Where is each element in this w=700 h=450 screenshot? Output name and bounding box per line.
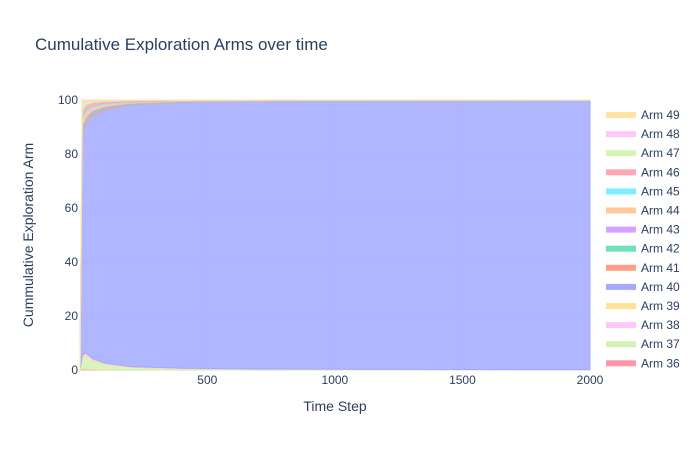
legend-item[interactable]: Arm 44 bbox=[606, 204, 680, 218]
legend-swatch bbox=[606, 169, 636, 176]
legend-label: Arm 49 bbox=[641, 108, 680, 122]
legend-label: Arm 43 bbox=[641, 223, 680, 237]
legend-item[interactable]: Arm 43 bbox=[606, 223, 680, 237]
legend-item[interactable]: Arm 49 bbox=[606, 108, 680, 122]
y-axis-title: Cummulative Exploration Arm bbox=[20, 143, 36, 327]
legend-item[interactable]: Arm 39 bbox=[606, 299, 680, 313]
legend-item[interactable]: Arm 40 bbox=[606, 280, 680, 294]
plot-area[interactable] bbox=[79, 99, 591, 371]
legend-label: Arm 44 bbox=[641, 204, 680, 218]
legend-label: Arm 46 bbox=[641, 165, 680, 179]
legend-item[interactable]: Arm 38 bbox=[606, 318, 680, 332]
legend-label: Arm 45 bbox=[641, 184, 680, 198]
legend-label: Arm 38 bbox=[641, 318, 680, 332]
legend-swatch bbox=[606, 131, 636, 138]
x-tick-label: 2000 bbox=[577, 373, 604, 387]
y-tick-label: 40 bbox=[65, 255, 79, 269]
legend-item[interactable]: Arm 36 bbox=[606, 356, 680, 370]
legend-swatch bbox=[606, 226, 636, 233]
legend-swatch bbox=[606, 264, 636, 271]
x-axis-title: Time Step bbox=[303, 398, 366, 414]
y-tick-label: 100 bbox=[58, 93, 78, 107]
x-tick-label: 1000 bbox=[322, 373, 349, 387]
legend-swatch bbox=[606, 322, 636, 329]
legend-swatch bbox=[606, 341, 636, 348]
legend-swatch bbox=[606, 303, 636, 309]
legend-label: Arm 39 bbox=[641, 299, 680, 313]
legend-item[interactable]: Arm 37 bbox=[606, 337, 680, 351]
legend-label: Arm 42 bbox=[641, 242, 680, 256]
y-tick-label: 60 bbox=[65, 201, 79, 215]
y-tick-label: 20 bbox=[65, 309, 79, 323]
legend-swatch bbox=[606, 207, 636, 214]
y-tick-label: 0 bbox=[71, 363, 78, 377]
chart-title: Cumulative Exploration Arms over time bbox=[35, 35, 328, 54]
legend-swatch bbox=[606, 283, 636, 290]
legend-label: Arm 41 bbox=[641, 261, 680, 275]
legend-item[interactable]: Arm 42 bbox=[606, 242, 680, 256]
x-tick-label: 1500 bbox=[449, 373, 476, 387]
y-tick-label: 80 bbox=[65, 147, 79, 161]
legend-swatch bbox=[606, 245, 636, 252]
legend[interactable]: Arm 49 Arm 48 Arm 47 Arm 46 Arm 45 Arm 44 Arm … bbox=[606, 108, 680, 370]
legend-swatch bbox=[606, 112, 636, 118]
legend-label: Arm 48 bbox=[641, 127, 680, 141]
y-axis-ticks: 0 20 40 60 80 100 bbox=[58, 93, 78, 377]
legend-item[interactable]: Arm 47 bbox=[606, 146, 680, 160]
series-area[interactable] bbox=[79, 99, 591, 371]
legend-item[interactable]: Arm 46 bbox=[606, 165, 680, 179]
legend-label: Arm 36 bbox=[641, 356, 680, 370]
legend-swatch bbox=[606, 150, 636, 157]
legend-swatch bbox=[606, 360, 636, 367]
legend-label: Arm 37 bbox=[641, 337, 680, 351]
legend-label: Arm 40 bbox=[641, 280, 680, 294]
legend-item[interactable]: Arm 48 bbox=[606, 127, 680, 141]
legend-label: Arm 47 bbox=[641, 146, 680, 160]
legend-item[interactable]: Arm 41 bbox=[606, 261, 680, 275]
x-tick-label: 500 bbox=[197, 373, 217, 387]
x-axis-ticks: 500 1000 1500 2000 bbox=[197, 373, 603, 387]
legend-item[interactable]: Arm 45 bbox=[606, 184, 680, 198]
legend-swatch bbox=[606, 188, 636, 195]
series-area[interactable] bbox=[79, 99, 591, 371]
